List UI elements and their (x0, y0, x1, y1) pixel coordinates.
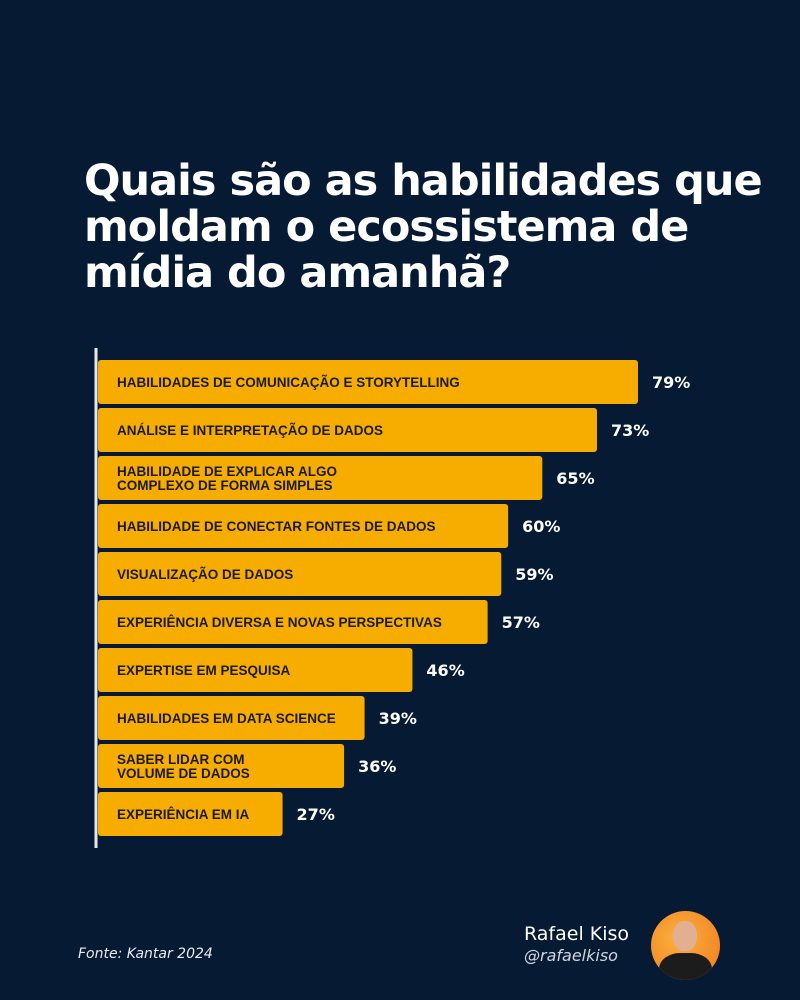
bar (98, 744, 345, 788)
bar (98, 600, 488, 644)
value-label: 39% (379, 709, 417, 728)
bar (98, 408, 597, 452)
bar (98, 696, 365, 740)
bar (98, 648, 413, 692)
bar-label-line: EXPERTISE EM PESQUISA (117, 663, 291, 678)
bar (98, 792, 283, 836)
bar-label: EXPERIÊNCIA EM IA (117, 807, 250, 822)
bar-label-line: EXPERIÊNCIA DIVERSA E NOVAS PERSPECTIVAS (117, 615, 442, 630)
bar-label-line: HABILIDADE DE EXPLICAR ALGO (117, 464, 337, 479)
bar-label: SABER LIDAR COM VOLUME DE DADOS (117, 752, 250, 781)
bar-label: ANÁLISE E INTERPRETAÇÃO DE DADOS (117, 423, 383, 438)
author-handle: @rafaelkiso (524, 946, 618, 965)
value-label: 65% (556, 469, 594, 488)
bar-label-line: HABILIDADES EM DATA SCIENCE (117, 711, 336, 726)
value-label: 59% (515, 565, 553, 584)
author-name: Rafael Kiso (524, 923, 630, 945)
bar-label-line: ANÁLISE E INTERPRETAÇÃO DE DADOS (117, 423, 383, 438)
bar-label: EXPERIÊNCIA DIVERSA E NOVAS PERSPECTIVAS (117, 615, 442, 630)
value-label: 57% (502, 613, 540, 632)
bar (98, 504, 509, 548)
value-label: 73% (611, 421, 649, 440)
bar-label-line: EXPERIÊNCIA EM IA (117, 807, 250, 822)
author-avatar (651, 911, 720, 980)
bar (98, 552, 502, 596)
bar-label-line: HABILIDADES DE COMUNICAÇÃO E STORYTELLIN… (117, 375, 460, 390)
value-label: 46% (426, 661, 464, 680)
bar-label-line: COMPLEXO DE FORMA SIMPLES (117, 478, 333, 493)
bar-label: HABILIDADES DE COMUNICAÇÃO E STORYTELLIN… (117, 375, 460, 390)
bar-label-line: HABILIDADE DE CONECTAR FONTES DE DADOS (117, 519, 436, 534)
bar (98, 456, 543, 500)
bar-label-line: VOLUME DE DADOS (117, 766, 250, 781)
value-label: 27% (297, 805, 335, 824)
bar-label: EXPERTISE EM PESQUISA (117, 663, 291, 678)
chart-title: Quais são as habilidades que moldam o ec… (84, 156, 763, 298)
bar (98, 360, 638, 404)
bar-label: VISUALIZAÇÃO DE DADOS (117, 567, 293, 582)
bar-label-line: SABER LIDAR COM (117, 752, 245, 767)
bar-label: HABILIDADES EM DATA SCIENCE (117, 711, 336, 726)
source-note: Fonte: Kantar 2024 (78, 946, 213, 962)
value-label: 60% (522, 517, 560, 536)
value-label: 36% (358, 757, 396, 776)
value-label: 79% (652, 373, 690, 392)
bar-label: HABILIDADE DE EXPLICAR ALGO COMPLEXO DE F… (117, 464, 337, 493)
bar-label: HABILIDADE DE CONECTAR FONTES DE DADOS (117, 519, 436, 534)
bar-label-line: VISUALIZAÇÃO DE DADOS (117, 567, 293, 582)
